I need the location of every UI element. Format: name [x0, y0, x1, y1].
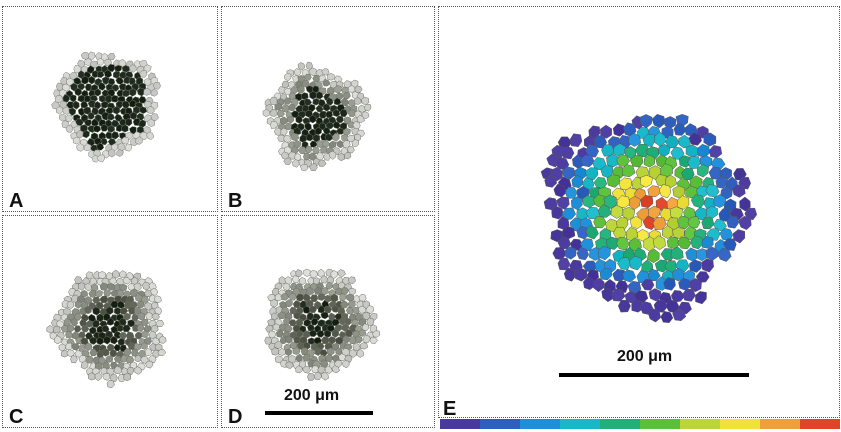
color-scale-swatch	[560, 419, 600, 429]
scale-bar-label-large: 200 μm	[617, 348, 673, 365]
spheroid-d-image	[264, 268, 381, 381]
panel-e-label: E	[443, 398, 457, 418]
color-scale-swatch	[600, 419, 640, 429]
color-scale-swatch	[720, 419, 760, 429]
panel-a: A	[2, 6, 218, 212]
panel-e: E 200 μm	[438, 6, 840, 418]
color-scale-swatch	[480, 419, 520, 429]
color-scale-swatch	[800, 419, 840, 429]
scale-bar-small	[265, 411, 373, 415]
panel-d: D 200 μm	[221, 215, 435, 428]
color-scale-swatch	[680, 419, 720, 429]
color-scale-swatch	[640, 419, 680, 429]
color-scale-swatch	[760, 419, 800, 429]
panel-c-label: C	[9, 406, 24, 428]
panel-b: B	[221, 6, 435, 212]
spheroid-c-image	[46, 269, 167, 389]
panel-d-label: D	[228, 406, 243, 428]
panel-c: C	[2, 215, 218, 428]
color-scale-bar	[440, 419, 840, 429]
panel-a-label: A	[9, 190, 24, 212]
color-scale-swatch	[520, 419, 560, 429]
spheroid-b-image	[262, 61, 372, 172]
panel-b-label: B	[228, 190, 243, 212]
scale-bar-label-small: 200 μm	[284, 387, 340, 404]
color-scale-swatch	[440, 419, 480, 429]
spheroid-e-heatmap-image	[540, 114, 758, 323]
scale-bar-large	[559, 373, 749, 377]
spheroid-a-image	[51, 51, 161, 163]
